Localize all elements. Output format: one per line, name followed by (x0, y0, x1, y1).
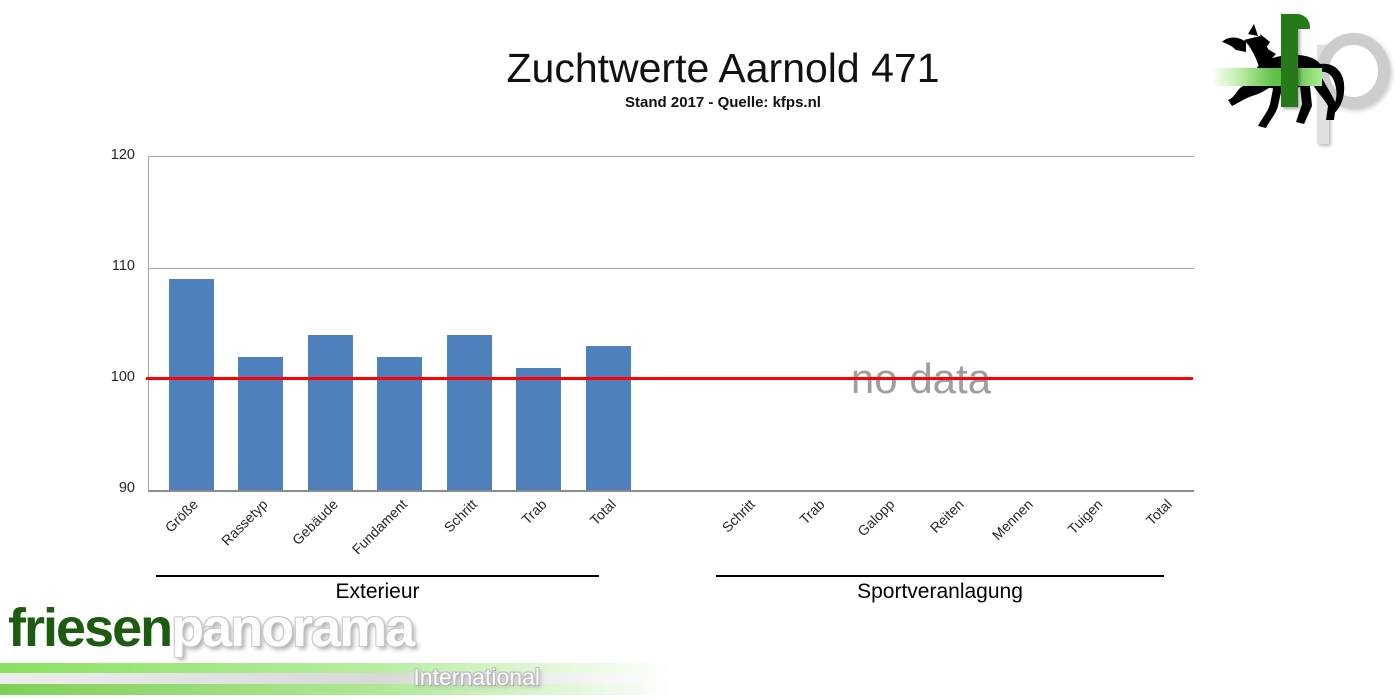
y-tick-120: 120 (110, 147, 135, 163)
logo-stripe-green-bottom (0, 684, 695, 695)
x-label-tuigen-1: Tuigen (1064, 496, 1106, 538)
bar-größe (168, 279, 214, 490)
logo-stripe-green-top (0, 663, 695, 673)
y-tick-110: 110 (111, 258, 135, 274)
x-label-schritt-1: Schritt (718, 496, 758, 536)
page-subtitle: Stand 2017 - Quelle: kfps.nl (625, 94, 821, 111)
logo-stripe-white (0, 673, 695, 684)
page-title: Zuchtwerte Aarnold 471 (506, 45, 940, 91)
group-label-exterieur: Exterieur (335, 580, 420, 603)
group-line-exterieur (156, 575, 599, 577)
x-label-größe-0: Größe (161, 496, 202, 536)
bar-schritt (446, 334, 492, 490)
brand-word-friesen: friesen (8, 598, 173, 658)
group-line-sportveranlagung (716, 575, 1164, 577)
gridline-110 (149, 268, 1194, 269)
x-label-gebäude-0: Gebäude (288, 496, 341, 549)
x-label-trab-0: Trab (517, 496, 550, 528)
brand-word-panorama: panorama (171, 598, 415, 658)
x-label-mennen-1: Mennen (989, 496, 1037, 544)
x-label-fundament-0: Fundament (348, 496, 411, 558)
x-label-rassetyp-0: Rassetyp (218, 496, 271, 549)
reference-line-100 (146, 376, 1193, 380)
group-label-sportveranlagung: Sportveranlagung (857, 580, 1023, 603)
logo-letter-f-hook (1281, 14, 1310, 29)
x-label-trab-1: Trab (796, 496, 828, 528)
x-label-schritt-0: Schritt (440, 496, 480, 536)
x-label-galopp-1: Galopp (853, 496, 898, 540)
logo-letter-f-icon (1281, 14, 1298, 107)
logo-green-band (1212, 68, 1322, 86)
plot-area (148, 156, 1194, 492)
x-label-reiten-1: Reiten (926, 496, 967, 536)
y-tick-100: 100 (110, 369, 135, 385)
bar-total (585, 345, 631, 490)
brand-word-international: International (413, 664, 540, 690)
x-label-total-1: Total (1143, 496, 1176, 529)
bar-trab (516, 367, 562, 490)
brand-wordmark: friesenpanorama (8, 598, 415, 658)
bar-gebäude (307, 334, 353, 490)
y-tick-90: 90 (118, 480, 135, 496)
x-label-total-0: Total (586, 496, 619, 529)
